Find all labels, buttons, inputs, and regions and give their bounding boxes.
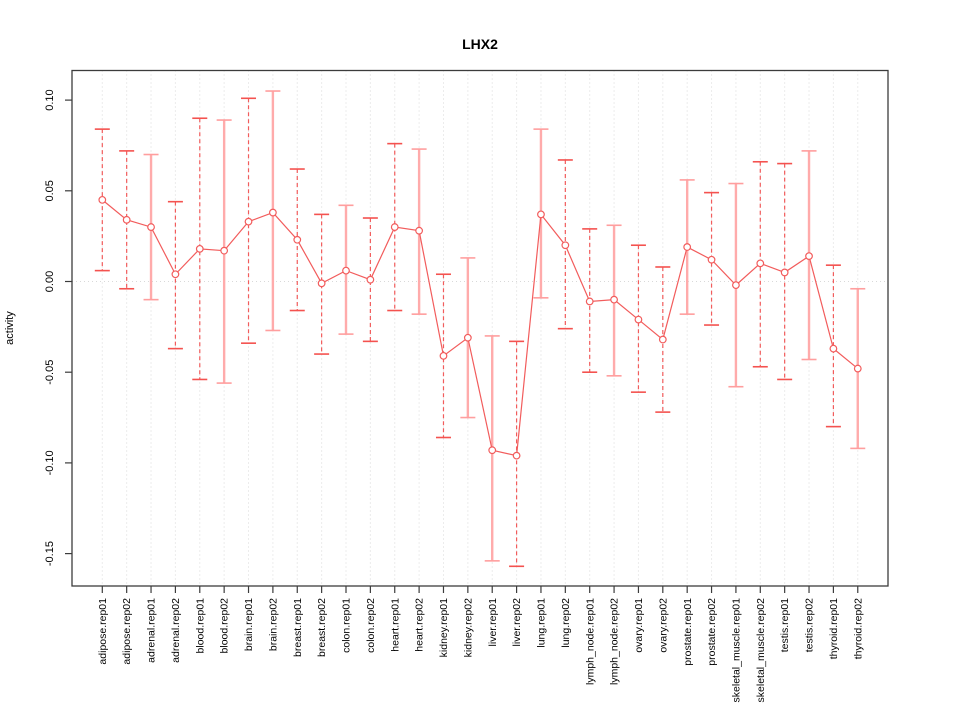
data-point: [390, 223, 399, 231]
data-point: [780, 268, 789, 277]
x-tick-label: heart.rep01: [389, 598, 401, 652]
x-tick-label: blood.rep02: [219, 598, 231, 654]
data-point: [488, 446, 497, 455]
data-point: [244, 217, 253, 226]
data-point: [415, 226, 424, 235]
data-point: [853, 364, 862, 373]
x-tick-label: prostate.rep01: [682, 598, 694, 666]
data-point: [707, 255, 716, 264]
y-tick-label: 0.10: [44, 89, 56, 110]
x-tick-label: lung.rep01: [536, 598, 548, 648]
x-tick-label: blood.rep01: [194, 598, 206, 654]
data-point: [756, 259, 765, 268]
data-point: [98, 195, 107, 204]
data-point: [732, 281, 740, 290]
y-tick-label: -0.10: [44, 450, 56, 475]
data-point: [537, 210, 545, 219]
data-point: [293, 235, 302, 244]
data-point: [317, 279, 326, 288]
data-point: [195, 244, 204, 253]
data-point: [805, 252, 813, 261]
x-tick-label: adrenal.rep02: [170, 598, 182, 663]
data-point: [610, 295, 618, 304]
data-point: [220, 246, 229, 255]
x-tick-label: colon.rep02: [365, 598, 377, 653]
x-tick-label: ovary.rep02: [657, 598, 669, 653]
data-point: [171, 270, 180, 279]
x-tick-label: lymph_node.rep02: [609, 598, 621, 685]
y-tick-label: 0.05: [44, 180, 56, 201]
x-tick-label: adipose.rep01: [97, 598, 109, 665]
data-point: [683, 243, 692, 251]
data-point: [439, 351, 448, 360]
x-tick-label: testis.rep01: [779, 598, 791, 652]
x-tick-label: breast.rep01: [292, 598, 304, 657]
x-tick-label: lymph_node.rep01: [584, 598, 596, 685]
x-tick-label: testis.rep02: [804, 598, 816, 652]
x-tick-label: breast.rep02: [316, 598, 328, 657]
x-tick-label: heart.rep02: [414, 598, 426, 652]
y-tick-label: -0.05: [44, 360, 56, 385]
x-tick-label: kidney.rep01: [438, 598, 450, 658]
chart-title: LHX2: [462, 36, 498, 52]
x-tick-label: kidney.rep02: [462, 598, 474, 658]
data-point: [147, 223, 155, 231]
x-tick-label: ovary.rep01: [633, 598, 645, 653]
x-tick-label: thyroid.rep01: [828, 598, 840, 659]
data-point: [561, 241, 570, 250]
data-point: [512, 451, 521, 460]
series-line: [101, 199, 859, 457]
data-point: [463, 333, 472, 342]
x-tick-label: liver.rep02: [511, 598, 523, 647]
x-tick-label: thyroid.rep02: [852, 598, 864, 659]
x-tick-label: brain.rep01: [243, 598, 255, 651]
x-tick-label: brain.rep02: [267, 598, 279, 651]
x-tick-label: adipose.rep02: [121, 598, 133, 665]
data-point: [366, 275, 375, 284]
data-point: [585, 297, 594, 306]
x-tick-label: colon.rep01: [341, 598, 353, 653]
x-tick-label: skeletal_muscle.rep02: [755, 598, 767, 703]
data-point: [658, 335, 667, 344]
plot-border: [71, 69, 889, 587]
data-point: [634, 315, 643, 324]
data-point: [342, 266, 350, 275]
x-tick-label: liver.rep01: [487, 598, 499, 647]
y-tick-label: 0.00: [44, 271, 56, 292]
x-tick-label: adrenal.rep01: [146, 598, 158, 663]
x-tick-label: lung.rep02: [560, 598, 572, 648]
x-tick-label: skeletal_muscle.rep01: [730, 598, 742, 703]
y-tick-label: -0.15: [44, 541, 56, 566]
data-point: [268, 208, 277, 217]
x-tick-label: prostate.rep02: [706, 598, 718, 666]
data-point: [829, 344, 838, 353]
data-point: [122, 215, 131, 224]
